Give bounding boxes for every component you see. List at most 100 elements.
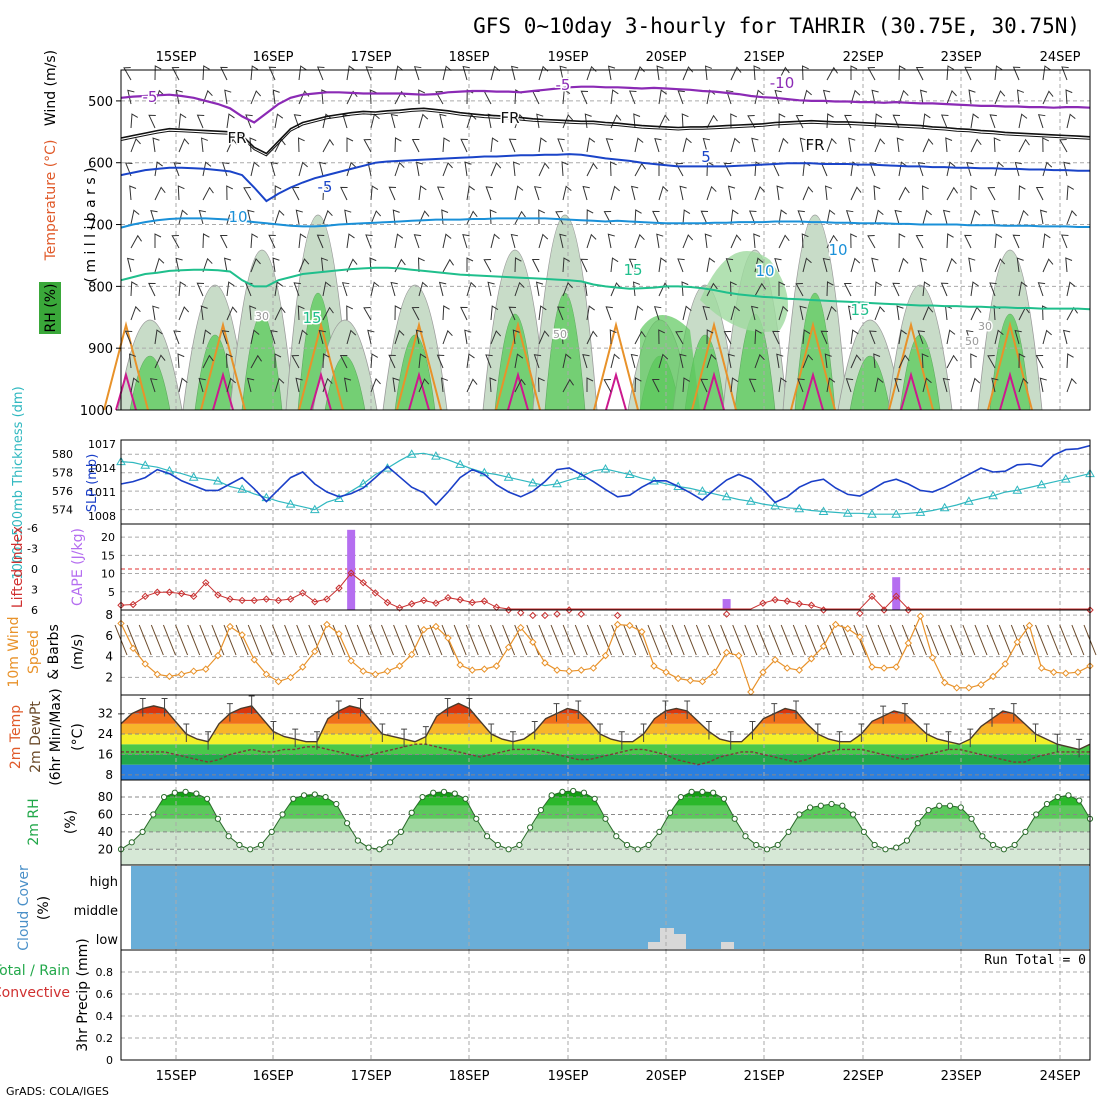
wind-barb [845,210,854,225]
lifted-index-point [250,596,258,605]
wind-barb [250,161,260,177]
wind-barb [607,65,616,81]
y-tick-label-slp: 1014 [88,462,116,475]
temp-minmax-bar [640,723,647,743]
wind-barb [369,89,377,105]
rh-fill-shape [794,293,836,411]
wind-barb [874,305,885,321]
rh2m-point [742,833,749,840]
wind-barb [874,138,886,153]
wind10m-point [298,663,307,671]
wind-barb [562,114,574,129]
wind-barb [750,305,759,321]
wind-barb [489,377,497,393]
wind-barb [989,114,997,129]
wind-barb [874,281,883,297]
temp-minmax-bar [684,700,691,720]
wind-barb [802,354,814,369]
date-label-top: 16SEP [253,50,294,65]
wind10m-point [662,668,670,676]
wind-barb [346,137,354,152]
wind-barb [490,305,499,321]
wind-barb [753,233,761,249]
wind-barb [318,161,327,177]
wind10m-point [553,666,561,674]
wind-barb [485,354,493,369]
wind-barb [586,377,594,392]
wind-barb [346,305,354,321]
date-label-bottom: 20SEP [646,1069,687,1084]
wind-barb [994,233,1003,249]
wind-barb [226,138,238,153]
y-tick-label-thickness: 578 [52,467,73,480]
temp-band [121,754,1090,765]
temp-minmax-bar [575,700,582,720]
thickness-point [1036,479,1047,489]
lifted-index-point [383,598,392,607]
wind-barb [898,257,909,273]
temp-minmax-bar [379,723,386,743]
wind-barb [322,353,330,369]
wind-barb [442,137,451,153]
wind-barb [538,233,549,249]
wind-barb [873,353,881,369]
thickness-line [120,452,1091,515]
y-tick-label-rh: 20 [98,842,113,856]
rh2m-point [516,841,523,849]
wind10m-point [238,631,246,639]
wind-barb [991,377,999,393]
wind-barb [609,329,617,345]
wind10m-barb [938,624,952,656]
wind-barb [706,257,716,273]
wind-barb [945,137,953,153]
wind-barb [411,138,420,153]
lifted-index-point [311,598,319,606]
wind-barb [268,234,276,249]
contour-temperature-fr [120,107,1091,155]
rh2m-point [311,791,318,798]
wind-barb [946,89,957,105]
wind-barb [535,281,544,297]
wind10m-point [940,678,949,687]
wind-barb [318,329,327,345]
wind-barb [751,137,759,153]
wind-barb [322,281,332,297]
wind-barb [605,306,613,321]
y-tick-label-li: -6 [27,522,38,535]
rh2m-point [300,792,308,799]
wind-barb [367,329,375,345]
wind-barb [154,329,163,345]
temp-contour-25 [605,371,627,411]
wind10m-point [953,684,961,692]
wind-barb [270,161,278,177]
wind-barb [462,65,470,81]
wind-barb [964,234,972,249]
lifted-index-point [395,604,404,612]
wind-barb [295,209,303,225]
wind-barb [413,234,422,249]
temp-minmax-bar [488,723,495,743]
temp-minmax-bar [335,700,342,720]
wind10m-barb [308,624,322,656]
thickness-point [334,493,344,503]
wind-barb [634,330,646,345]
wind-barb [344,209,352,225]
rh2m-point [806,804,814,811]
wind10m-barb [1059,624,1073,656]
lifted-index-point [407,600,416,608]
wind-barb [225,353,233,369]
wind10m-point [613,620,622,629]
wind-barb [1042,233,1051,249]
wind-barb [298,65,307,81]
wind-barb [346,233,355,249]
rh2m-point [290,795,297,802]
wind-barb [415,329,423,345]
rh2m-point [160,793,168,801]
wind-barb [464,329,472,345]
temp-minmax-bar [444,697,451,717]
wind-barb [754,329,762,345]
wind-barb [898,65,906,81]
wind-barb [706,282,718,297]
wind10m-point [928,653,937,662]
wind10m-barb [950,624,964,656]
